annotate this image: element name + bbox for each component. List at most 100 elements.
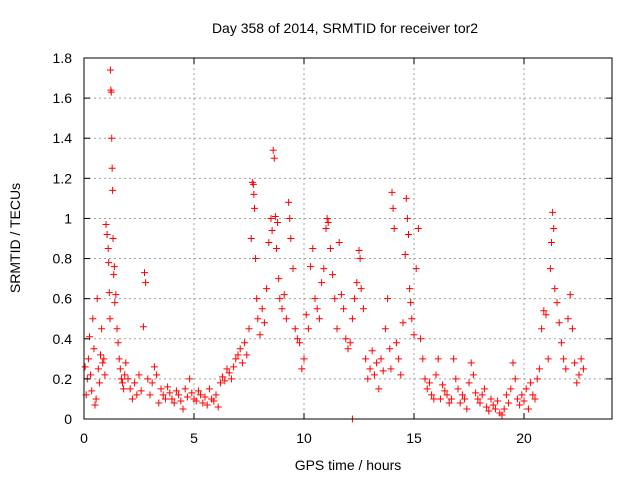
data-point — [243, 351, 251, 359]
data-point — [575, 371, 583, 379]
data-point — [452, 375, 460, 383]
data-point — [93, 295, 101, 303]
data-point — [557, 339, 565, 347]
data-point — [99, 359, 107, 367]
data-point — [108, 134, 116, 142]
data-point — [286, 214, 294, 222]
data-point — [412, 265, 420, 273]
data-point — [356, 255, 364, 263]
data-point — [121, 371, 129, 379]
data-point — [271, 212, 279, 220]
data-point — [548, 239, 555, 247]
data-point — [443, 391, 451, 399]
y-tick-label: 0.4 — [53, 331, 73, 347]
y-tick-label: 1 — [64, 210, 72, 226]
data-point — [342, 335, 350, 343]
data-point — [340, 305, 348, 313]
data-point — [250, 190, 258, 198]
data-point — [144, 375, 152, 383]
data-point — [131, 379, 139, 387]
data-point — [454, 385, 462, 393]
data-point — [194, 387, 202, 395]
data-point — [355, 247, 363, 255]
data-point — [549, 208, 557, 216]
data-point — [107, 88, 115, 96]
y-tick-label: 0 — [64, 411, 72, 427]
data-point — [377, 355, 385, 363]
data-point — [417, 335, 425, 343]
data-point — [529, 391, 537, 399]
data-point — [421, 375, 429, 383]
data-point — [119, 379, 126, 387]
data-point — [212, 391, 220, 399]
data-point — [331, 295, 339, 303]
data-point — [106, 315, 114, 323]
data-point — [111, 299, 119, 307]
data-point — [91, 401, 99, 409]
x-tick-label: 15 — [406, 430, 422, 446]
axis-ticks: 0 0.2 0.4 0.6 0.8 1 1.2 1.4 1.6 1.8 0 5 10 15 20 — [53, 50, 612, 446]
y-tick-label: 1.8 — [53, 50, 73, 66]
data-point — [95, 379, 103, 387]
data-point — [516, 401, 524, 409]
data-point — [114, 339, 122, 347]
data-point — [104, 245, 112, 253]
data-point — [315, 315, 323, 323]
data-point — [531, 395, 539, 403]
data-point — [302, 311, 310, 319]
data-point — [146, 391, 154, 399]
y-tick-label: 0.2 — [53, 371, 73, 387]
data-point — [258, 305, 266, 313]
data-point — [90, 345, 98, 353]
data-point — [117, 375, 125, 383]
y-tick-label: 1.4 — [53, 130, 73, 146]
data-point — [87, 371, 95, 379]
data-point — [320, 265, 328, 273]
data-point — [538, 325, 546, 333]
x-tick-label: 10 — [296, 430, 312, 446]
data-point — [157, 385, 165, 393]
data-point — [410, 331, 418, 339]
data-point — [116, 365, 124, 373]
data-point — [337, 291, 345, 299]
data-point — [282, 315, 290, 323]
data-point — [293, 335, 301, 343]
data-point — [456, 399, 464, 407]
data-point — [161, 395, 169, 403]
data-point — [81, 363, 89, 371]
data-point — [384, 295, 392, 303]
y-tick-label: 1.2 — [53, 170, 73, 186]
data-point — [253, 295, 261, 303]
data-point — [346, 339, 354, 347]
data-point — [465, 379, 473, 387]
data-point — [126, 385, 134, 393]
data-point — [324, 218, 332, 226]
data-point — [500, 405, 508, 413]
plot-frame — [83, 57, 613, 420]
data-point — [92, 395, 100, 403]
data-point — [153, 371, 161, 379]
data-point — [188, 389, 196, 397]
data-point — [268, 226, 276, 234]
data-point — [265, 239, 273, 247]
data-point — [166, 389, 174, 397]
data-point — [287, 235, 295, 242]
data-point — [313, 305, 321, 313]
data-point — [366, 365, 374, 373]
data-point — [335, 239, 343, 247]
data-point — [135, 371, 143, 379]
data-point — [445, 399, 453, 407]
data-point — [577, 355, 585, 363]
data-point — [304, 325, 312, 333]
data-point — [564, 315, 572, 323]
data-point — [573, 379, 581, 387]
data-point — [164, 383, 172, 391]
data-point — [485, 407, 493, 415]
data-point — [507, 385, 515, 393]
data-point — [128, 395, 136, 403]
grid — [84, 58, 612, 419]
data-point — [474, 395, 482, 403]
data-point — [183, 393, 191, 401]
data-series-tor2 — [81, 66, 587, 423]
data-point — [379, 367, 387, 375]
